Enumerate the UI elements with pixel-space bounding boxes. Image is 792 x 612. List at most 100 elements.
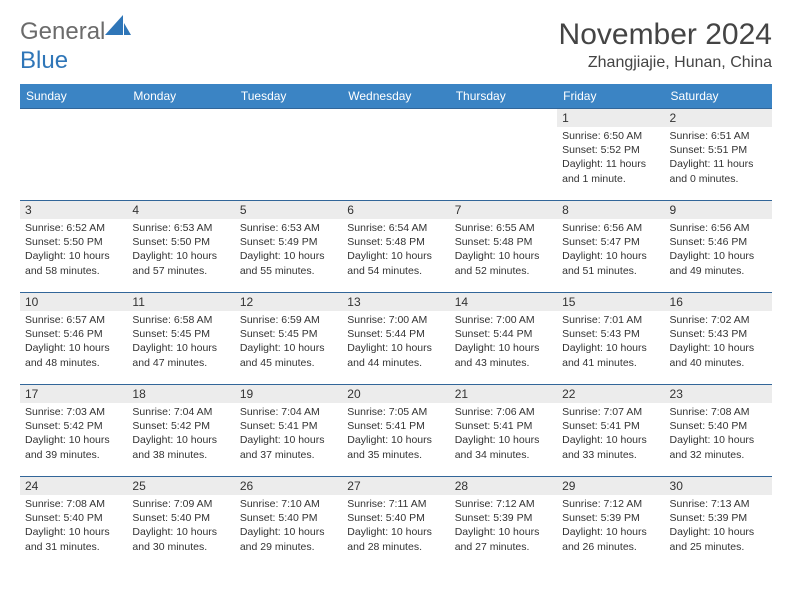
daylight-text: Daylight: 10 hours and 37 minutes. (240, 433, 337, 461)
sunset-text: Sunset: 5:47 PM (562, 235, 659, 249)
day-info: Sunrise: 7:04 AMSunset: 5:41 PMDaylight:… (235, 403, 342, 466)
day-info: Sunrise: 7:07 AMSunset: 5:41 PMDaylight:… (557, 403, 664, 466)
day-number: 16 (665, 293, 772, 311)
day-info: Sunrise: 7:05 AMSunset: 5:41 PMDaylight:… (342, 403, 449, 466)
calendar-cell: 3Sunrise: 6:52 AMSunset: 5:50 PMDaylight… (20, 201, 127, 293)
sunrise-text: Sunrise: 7:07 AM (562, 405, 659, 419)
sunset-text: Sunset: 5:41 PM (347, 419, 444, 433)
day-number: 25 (127, 477, 234, 495)
daylight-text: Daylight: 10 hours and 41 minutes. (562, 341, 659, 369)
day-info: Sunrise: 6:56 AMSunset: 5:46 PMDaylight:… (665, 219, 772, 282)
day-header: Thursday (450, 84, 557, 109)
sunset-text: Sunset: 5:46 PM (670, 235, 767, 249)
sunrise-text: Sunrise: 7:12 AM (455, 497, 552, 511)
day-number: 20 (342, 385, 449, 403)
day-info: Sunrise: 7:01 AMSunset: 5:43 PMDaylight:… (557, 311, 664, 374)
title-block: November 2024 Zhangjiajie, Hunan, China (559, 18, 772, 72)
day-header: Saturday (665, 84, 772, 109)
day-number: 14 (450, 293, 557, 311)
sunrise-text: Sunrise: 7:00 AM (455, 313, 552, 327)
daylight-text: Daylight: 10 hours and 25 minutes. (670, 525, 767, 553)
calendar-cell: 25Sunrise: 7:09 AMSunset: 5:40 PMDayligh… (127, 477, 234, 569)
sunrise-text: Sunrise: 6:59 AM (240, 313, 337, 327)
week-row: 10Sunrise: 6:57 AMSunset: 5:46 PMDayligh… (20, 293, 772, 385)
day-info: Sunrise: 7:12 AMSunset: 5:39 PMDaylight:… (557, 495, 664, 558)
week-row: 3Sunrise: 6:52 AMSunset: 5:50 PMDaylight… (20, 201, 772, 293)
day-info: Sunrise: 6:57 AMSunset: 5:46 PMDaylight:… (20, 311, 127, 374)
sunrise-text: Sunrise: 6:56 AM (670, 221, 767, 235)
day-number: 17 (20, 385, 127, 403)
calendar-table: SundayMondayTuesdayWednesdayThursdayFrid… (20, 84, 772, 569)
daylight-text: Daylight: 10 hours and 51 minutes. (562, 249, 659, 277)
day-number: 13 (342, 293, 449, 311)
day-number: 24 (20, 477, 127, 495)
daylight-text: Daylight: 10 hours and 40 minutes. (670, 341, 767, 369)
brand-logo: General (20, 18, 133, 46)
calendar-cell: 6Sunrise: 6:54 AMSunset: 5:48 PMDaylight… (342, 201, 449, 293)
sunrise-text: Sunrise: 7:06 AM (455, 405, 552, 419)
calendar-cell: 1Sunrise: 6:50 AMSunset: 5:52 PMDaylight… (557, 109, 664, 201)
calendar-cell: 15Sunrise: 7:01 AMSunset: 5:43 PMDayligh… (557, 293, 664, 385)
sunrise-text: Sunrise: 7:04 AM (240, 405, 337, 419)
calendar-cell (450, 109, 557, 201)
daylight-text: Daylight: 10 hours and 26 minutes. (562, 525, 659, 553)
calendar-cell: 8Sunrise: 6:56 AMSunset: 5:47 PMDaylight… (557, 201, 664, 293)
sunset-text: Sunset: 5:40 PM (240, 511, 337, 525)
sunset-text: Sunset: 5:41 PM (455, 419, 552, 433)
day-info: Sunrise: 7:13 AMSunset: 5:39 PMDaylight:… (665, 495, 772, 558)
daylight-text: Daylight: 11 hours and 0 minutes. (670, 157, 767, 185)
sail-icon (105, 15, 131, 44)
day-number: 29 (557, 477, 664, 495)
sunset-text: Sunset: 5:41 PM (240, 419, 337, 433)
calendar-cell: 9Sunrise: 6:56 AMSunset: 5:46 PMDaylight… (665, 201, 772, 293)
calendar-cell: 10Sunrise: 6:57 AMSunset: 5:46 PMDayligh… (20, 293, 127, 385)
daylight-text: Daylight: 10 hours and 48 minutes. (25, 341, 122, 369)
sunrise-text: Sunrise: 7:08 AM (25, 497, 122, 511)
day-info: Sunrise: 6:54 AMSunset: 5:48 PMDaylight:… (342, 219, 449, 282)
day-number: 7 (450, 201, 557, 219)
brand-name-part2: Blue (20, 47, 68, 75)
daylight-text: Daylight: 10 hours and 38 minutes. (132, 433, 229, 461)
day-info: Sunrise: 7:04 AMSunset: 5:42 PMDaylight:… (127, 403, 234, 466)
daylight-text: Daylight: 10 hours and 30 minutes. (132, 525, 229, 553)
day-info: Sunrise: 6:52 AMSunset: 5:50 PMDaylight:… (20, 219, 127, 282)
daylight-text: Daylight: 10 hours and 58 minutes. (25, 249, 122, 277)
daylight-text: Daylight: 10 hours and 31 minutes. (25, 525, 122, 553)
day-info: Sunrise: 7:00 AMSunset: 5:44 PMDaylight:… (342, 311, 449, 374)
calendar-cell: 4Sunrise: 6:53 AMSunset: 5:50 PMDaylight… (127, 201, 234, 293)
day-info: Sunrise: 7:12 AMSunset: 5:39 PMDaylight:… (450, 495, 557, 558)
sunrise-text: Sunrise: 7:13 AM (670, 497, 767, 511)
calendar-cell: 22Sunrise: 7:07 AMSunset: 5:41 PMDayligh… (557, 385, 664, 477)
daylight-text: Daylight: 10 hours and 39 minutes. (25, 433, 122, 461)
daylight-text: Daylight: 10 hours and 27 minutes. (455, 525, 552, 553)
sunrise-text: Sunrise: 7:10 AM (240, 497, 337, 511)
calendar-cell: 11Sunrise: 6:58 AMSunset: 5:45 PMDayligh… (127, 293, 234, 385)
sunrise-text: Sunrise: 7:01 AM (562, 313, 659, 327)
day-number: 12 (235, 293, 342, 311)
day-header: Tuesday (235, 84, 342, 109)
day-number: 5 (235, 201, 342, 219)
calendar-cell: 21Sunrise: 7:06 AMSunset: 5:41 PMDayligh… (450, 385, 557, 477)
daylight-text: Daylight: 11 hours and 1 minute. (562, 157, 659, 185)
sunrise-text: Sunrise: 7:03 AM (25, 405, 122, 419)
daylight-text: Daylight: 10 hours and 34 minutes. (455, 433, 552, 461)
sunset-text: Sunset: 5:42 PM (25, 419, 122, 433)
sunset-text: Sunset: 5:44 PM (455, 327, 552, 341)
sunset-text: Sunset: 5:45 PM (132, 327, 229, 341)
calendar-cell: 18Sunrise: 7:04 AMSunset: 5:42 PMDayligh… (127, 385, 234, 477)
day-header-row: SundayMondayTuesdayWednesdayThursdayFrid… (20, 84, 772, 109)
sunset-text: Sunset: 5:41 PM (562, 419, 659, 433)
day-number: 2 (665, 109, 772, 127)
day-info: Sunrise: 7:02 AMSunset: 5:43 PMDaylight:… (665, 311, 772, 374)
day-number: 27 (342, 477, 449, 495)
calendar-cell: 30Sunrise: 7:13 AMSunset: 5:39 PMDayligh… (665, 477, 772, 569)
daylight-text: Daylight: 10 hours and 43 minutes. (455, 341, 552, 369)
calendar-cell (127, 109, 234, 201)
header: General November 2024 Zhangjiajie, Hunan… (20, 18, 772, 72)
day-number: 30 (665, 477, 772, 495)
sunrise-text: Sunrise: 6:57 AM (25, 313, 122, 327)
day-number: 23 (665, 385, 772, 403)
day-number: 8 (557, 201, 664, 219)
calendar-cell: 5Sunrise: 6:53 AMSunset: 5:49 PMDaylight… (235, 201, 342, 293)
daylight-text: Daylight: 10 hours and 54 minutes. (347, 249, 444, 277)
